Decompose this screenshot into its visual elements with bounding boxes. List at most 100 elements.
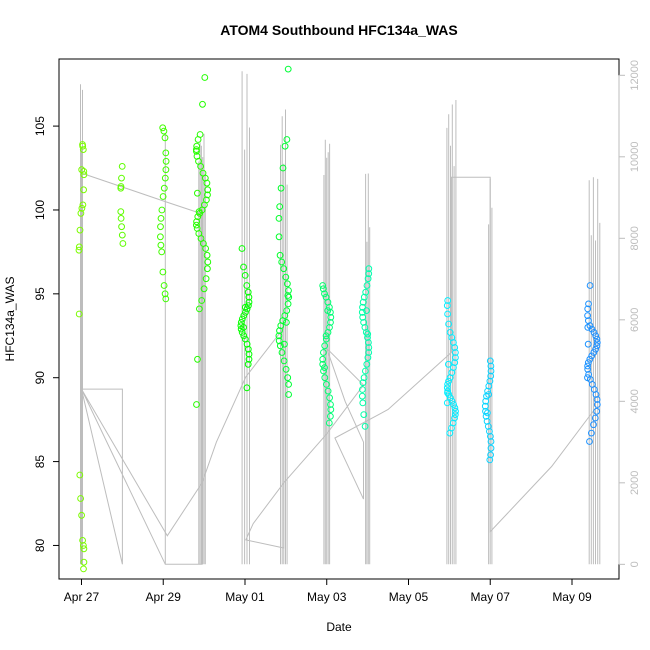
data-point — [194, 355, 201, 363]
data-point — [281, 340, 288, 348]
data-point — [360, 293, 368, 301]
data-point — [487, 444, 495, 452]
data-point — [326, 394, 334, 402]
data-point — [363, 307, 370, 315]
data-point — [593, 335, 601, 343]
y-tick-label: 95 — [33, 287, 47, 301]
data-point — [240, 332, 248, 340]
data-point — [193, 221, 200, 229]
data-point — [159, 268, 167, 276]
data-point — [364, 334, 371, 341]
data-point — [484, 387, 492, 395]
y-tick-label: 90 — [33, 371, 47, 385]
y2-tick-label: 0 — [629, 561, 641, 567]
data-point — [279, 164, 287, 172]
data-point — [360, 319, 368, 326]
y2-tick-label: 12000 — [629, 60, 641, 91]
data-point — [321, 374, 329, 382]
data-point — [593, 342, 601, 350]
data-point — [326, 303, 333, 311]
data-point — [194, 189, 201, 197]
data-point — [486, 456, 494, 464]
data-point — [202, 275, 210, 283]
data-point — [283, 319, 290, 326]
data-point — [323, 381, 330, 388]
data-point — [486, 428, 493, 435]
data-point — [157, 223, 164, 231]
data-point — [77, 209, 85, 217]
data-point — [242, 308, 249, 316]
data-point — [448, 397, 456, 405]
data-point — [162, 149, 170, 157]
data-point — [584, 312, 591, 320]
data-point — [446, 429, 454, 437]
y-axis: 80 85 90 95 100 105 — [33, 116, 60, 552]
data-point — [277, 184, 285, 192]
data-point — [592, 391, 600, 398]
data-point — [201, 74, 209, 81]
plot-frame — [58, 58, 620, 580]
data-point — [324, 307, 332, 315]
data-point — [584, 365, 592, 373]
data-point — [584, 359, 592, 367]
data-point — [321, 364, 328, 372]
data-point — [365, 349, 373, 356]
data-point — [200, 285, 208, 293]
data-point — [79, 142, 87, 150]
data-point — [80, 558, 88, 566]
y2-tick-label: 6000 — [629, 308, 641, 332]
data-point — [487, 362, 495, 370]
data-point — [584, 374, 591, 382]
data-point — [202, 245, 210, 252]
data-point — [452, 407, 459, 415]
data-point — [118, 163, 126, 170]
data-point — [590, 349, 598, 356]
data-point — [238, 245, 246, 252]
data-point — [77, 495, 84, 502]
data-point — [243, 384, 251, 392]
data-point — [452, 349, 459, 356]
data-point — [284, 374, 292, 382]
data-point — [593, 407, 601, 415]
data-point — [245, 293, 253, 301]
data-point — [443, 384, 451, 392]
chart-title: ATOM4 Southbound HFC134a_WAS — [220, 22, 458, 38]
data-point — [78, 204, 86, 212]
data-point — [358, 392, 366, 400]
data-point — [359, 399, 367, 407]
data-point — [364, 275, 372, 283]
data-point — [157, 215, 165, 222]
data-point — [158, 248, 166, 256]
data-point — [75, 246, 83, 254]
data-point — [486, 357, 494, 365]
data-point — [364, 354, 372, 362]
data-point — [487, 367, 495, 375]
data-point — [482, 397, 490, 405]
x-tick-label: Apr 27 — [64, 590, 100, 604]
data-point — [241, 272, 249, 279]
data-point — [593, 339, 601, 346]
data-point — [276, 327, 283, 335]
data-point — [193, 142, 201, 150]
data-point — [484, 409, 491, 417]
data-point — [117, 184, 125, 192]
altitude-series — [80, 71, 601, 565]
data-point — [162, 166, 170, 174]
y2-tick-label: 2000 — [629, 471, 641, 495]
data-point — [365, 339, 372, 346]
data-point — [592, 332, 600, 340]
data-point — [324, 387, 332, 395]
data-point — [80, 545, 88, 553]
y-axis-label: HFC134a_WAS — [3, 277, 17, 362]
data-point — [80, 565, 87, 573]
data-point — [204, 258, 212, 266]
y2-tick-label: 8000 — [629, 226, 641, 250]
data-point — [319, 355, 327, 363]
data-point — [280, 265, 288, 273]
data-point — [278, 349, 286, 356]
data-point — [590, 329, 598, 336]
data-point — [585, 300, 592, 308]
data-point — [450, 401, 458, 408]
data-point — [280, 357, 288, 365]
